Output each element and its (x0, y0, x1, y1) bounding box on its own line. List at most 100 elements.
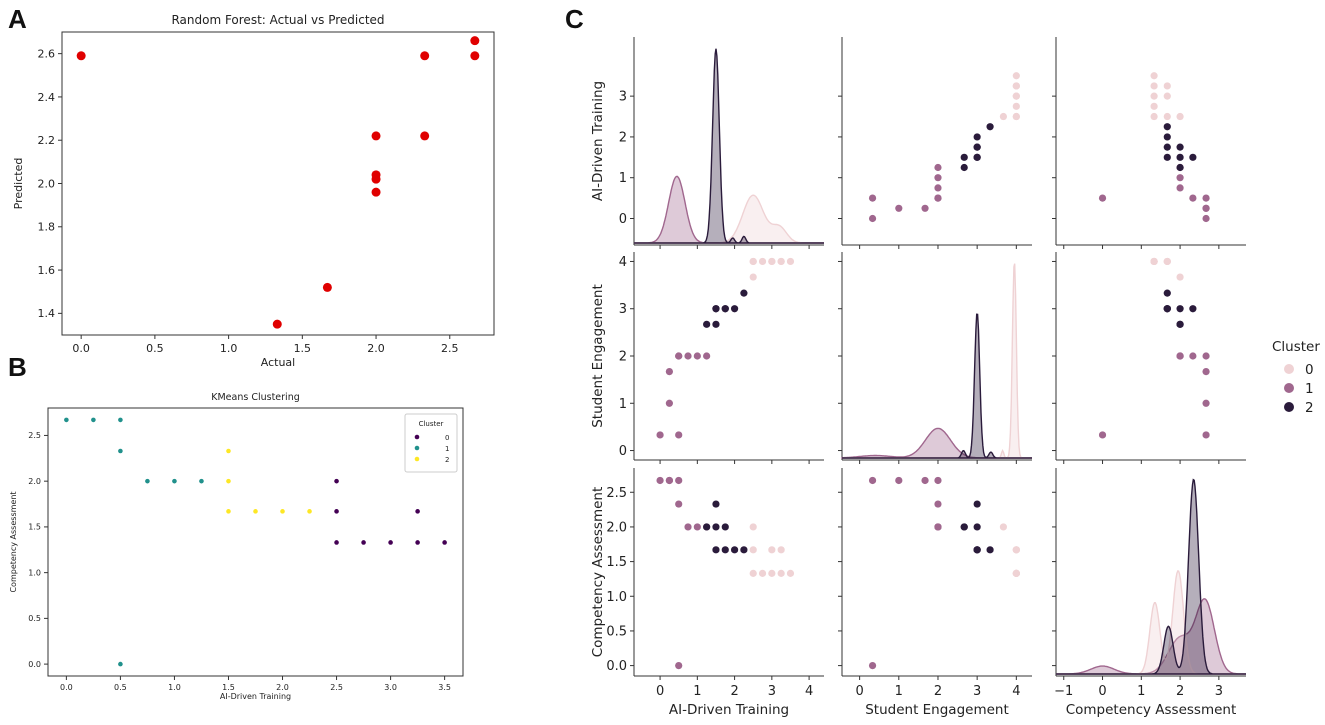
data-point-cluster-2 (1189, 305, 1197, 313)
y-tick-label: 2.0 (606, 520, 627, 535)
legend-label: 2 (445, 456, 449, 464)
data-point-cluster-1 (675, 662, 683, 670)
kde-curve-cluster-1 (634, 175, 824, 244)
x-tick-label: 0 (855, 684, 863, 699)
legend-marker (414, 456, 420, 462)
data-point-cluster-0 (1012, 546, 1020, 554)
data-point-cluster-2 (986, 546, 994, 554)
data-point (76, 51, 86, 61)
y-tick-label: 0.0 (606, 659, 627, 674)
data-point-cluster-1 (868, 214, 877, 223)
chart-title: Random Forest: Actual vs Predicted (171, 13, 384, 27)
x-tick-label: 1 (895, 684, 903, 699)
x-tick-label: 0 (1098, 684, 1106, 699)
data-point (371, 187, 381, 197)
data-point-cluster-1 (199, 478, 204, 484)
data-point-cluster-2 (1163, 305, 1171, 313)
y-axis-label-0: AI-Driven Training (590, 81, 606, 201)
data-point-cluster-0 (768, 257, 776, 266)
data-point-cluster-2 (712, 500, 720, 508)
y-tick-label: 1.4 (38, 307, 56, 320)
data-point-cluster-1 (1176, 352, 1184, 360)
data-point-cluster-1 (675, 476, 683, 485)
data-point-cluster-2 (703, 320, 711, 328)
data-point-cluster-0 (388, 540, 393, 545)
y-tick-label: 1 (619, 397, 627, 412)
data-point-cluster-0 (1150, 72, 1158, 80)
data-point-cluster-1 (934, 500, 942, 508)
data-point-cluster-1 (921, 204, 929, 212)
x-tick-label: 2.5 (441, 342, 459, 355)
x-tick-label: 0.0 (72, 342, 90, 355)
x-tick-label: 3 (768, 684, 776, 699)
legend-label: 0 (445, 434, 449, 442)
data-point-cluster-1 (675, 500, 683, 508)
data-point-cluster-1 (172, 478, 177, 484)
data-point-cluster-0 (1150, 102, 1158, 110)
y-tick-label: 2.6 (38, 47, 56, 60)
data-point-cluster-0 (999, 112, 1008, 121)
y-tick-label: 2 (619, 350, 627, 365)
data-point-cluster-2 (721, 305, 729, 313)
subplot-r0-c0: 0 1 2 3 (619, 37, 824, 249)
y-tick-label: 0 (619, 444, 627, 459)
x-axis-label: AI-Driven Training (220, 692, 291, 701)
x-tick-label: 3.5 (438, 683, 451, 692)
y-axis-label: Predicted (12, 158, 25, 210)
data-point-cluster-0 (1012, 569, 1020, 577)
data-point-cluster-1 (934, 174, 942, 182)
legend-marker (1284, 383, 1294, 393)
data-point-cluster-0 (1012, 92, 1020, 100)
data-point-cluster-0 (758, 569, 767, 577)
legend-marker (1284, 402, 1294, 412)
legend: Cluster 0 1 2 (1272, 339, 1320, 416)
y-tick-label: 1.8 (38, 221, 56, 234)
data-point-cluster-1 (656, 431, 664, 439)
data-point (371, 131, 381, 141)
data-point-cluster-1 (1176, 174, 1184, 182)
x-tick-label: 4 (1012, 684, 1020, 699)
x-tick-label: 1.0 (168, 683, 181, 692)
data-point (420, 51, 430, 61)
data-point (371, 170, 381, 180)
data-point (420, 131, 430, 141)
data-point-cluster-0 (777, 569, 785, 577)
data-point-cluster-2 (973, 523, 981, 531)
data-point-cluster-2 (721, 546, 729, 554)
data-point-cluster-0 (1150, 257, 1158, 266)
data-point-cluster-0 (786, 569, 795, 577)
x-tick-label: 0.5 (114, 683, 127, 692)
data-point-cluster-0 (1012, 112, 1020, 121)
data-point-cluster-0 (749, 257, 757, 266)
y-tick-label: 0.5 (28, 614, 41, 623)
data-point-cluster-0 (749, 546, 757, 554)
data-point-cluster-2 (253, 509, 258, 514)
data-point-cluster-2 (226, 448, 231, 454)
data-point (272, 319, 282, 329)
panel-label-c: C (565, 4, 584, 34)
x-axis-label-0: AI-Driven Training (669, 702, 789, 718)
kde-curve-cluster-2 (1056, 478, 1246, 675)
data-point-cluster-2 (280, 509, 285, 514)
data-point-cluster-1 (1202, 194, 1210, 202)
data-point-cluster-2 (1189, 153, 1197, 161)
subplot-r2-c2: −1 0 1 2 3 (1052, 468, 1246, 699)
y-tick-label: 1.5 (28, 523, 41, 532)
data-point-cluster-0 (768, 546, 776, 554)
y-tick-label: 1 (619, 171, 627, 186)
data-point-cluster-0 (1012, 102, 1020, 110)
data-point-cluster-2 (960, 153, 968, 161)
data-point-cluster-0 (1163, 92, 1171, 100)
data-point-cluster-2 (973, 546, 981, 554)
y-tick-label: 2.0 (28, 477, 41, 486)
data-point-cluster-2 (960, 523, 968, 531)
y-tick-label: 2.5 (28, 431, 41, 440)
y-tick-label: 2 (619, 130, 627, 145)
data-point-cluster-2 (226, 509, 231, 514)
x-tick-label: 1.5 (222, 683, 235, 692)
plot-frame (61, 31, 495, 336)
data-point-cluster-1 (934, 184, 942, 192)
data-point-cluster-1 (934, 163, 942, 172)
data-point-cluster-1 (145, 478, 150, 484)
data-point-cluster-2 (973, 153, 981, 161)
